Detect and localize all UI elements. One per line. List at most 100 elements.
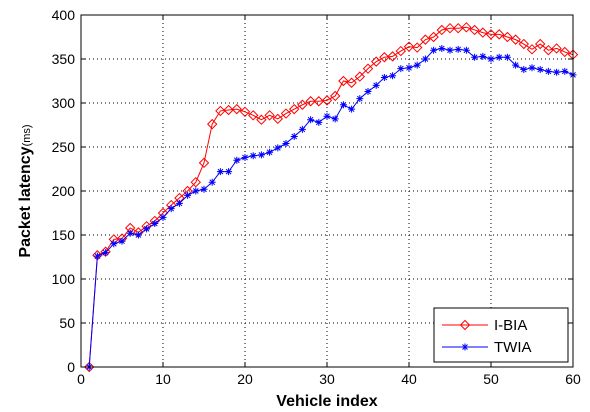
- data-point-i-bia: [346, 77, 357, 88]
- y-tick-label: 400: [52, 7, 76, 23]
- data-point-twia: [307, 116, 315, 124]
- data-point-i-bia: [223, 104, 234, 116]
- data-point-i-bia: [272, 113, 284, 125]
- data-point-i-bia: [280, 108, 292, 119]
- data-point-twia: [102, 249, 110, 257]
- data-point-twia: [290, 132, 298, 140]
- y-tick-label: 350: [52, 51, 76, 67]
- data-point-twia: [216, 168, 224, 176]
- data-point-i-bia: [379, 52, 390, 63]
- data-point-i-bia: [477, 27, 489, 38]
- data-point-twia: [528, 64, 536, 72]
- data-point-i-bia: [493, 29, 505, 40]
- data-point-twia: [298, 125, 306, 133]
- data-point-twia: [430, 46, 438, 54]
- data-point-i-bia: [436, 24, 448, 36]
- data-point-i-bia: [428, 31, 439, 43]
- data-point-twia: [208, 178, 216, 186]
- x-tick-label: 60: [565, 371, 581, 387]
- data-point-i-bia: [354, 71, 366, 82]
- data-point-i-bia: [198, 157, 210, 169]
- data-point-twia: [421, 55, 429, 63]
- x-tick-label: 20: [237, 371, 253, 387]
- data-point-twia: [110, 240, 118, 248]
- data-point-twia: [315, 118, 323, 126]
- grid-lines: [81, 15, 573, 367]
- data-point-twia: [487, 55, 495, 63]
- data-point-twia: [454, 45, 462, 53]
- legend-marker-twia: [461, 343, 469, 351]
- data-point-i-bia: [206, 118, 218, 130]
- y-tick-label: 300: [52, 95, 76, 111]
- data-point-twia: [380, 73, 388, 81]
- data-point-twia: [503, 53, 511, 61]
- y-axis-label-text: Packet latency: [17, 146, 34, 257]
- data-point-twia: [446, 46, 454, 54]
- data-point-twia: [553, 68, 561, 76]
- data-point-i-bia: [362, 63, 374, 74]
- data-point-twia: [462, 46, 470, 54]
- data-point-twia: [274, 144, 282, 152]
- x-tick-label: 50: [483, 371, 499, 387]
- data-point-twia: [561, 67, 569, 75]
- data-point-twia: [151, 220, 159, 228]
- data-point-twia: [495, 53, 503, 61]
- series-line-i-bia: [88, 26, 574, 368]
- data-point-twia: [520, 66, 528, 74]
- data-point-i-bia: [190, 176, 202, 188]
- data-point-i-bia: [534, 38, 546, 50]
- data-point-twia: [331, 115, 339, 123]
- data-point-twia: [266, 148, 274, 156]
- data-point-i-bia: [239, 106, 251, 118]
- data-point-i-bia: [83, 361, 95, 373]
- x-tick-label: 0: [77, 371, 85, 387]
- data-point-twia: [438, 44, 446, 52]
- data-point-twia: [479, 52, 487, 60]
- data-point-i-bia: [420, 34, 431, 45]
- data-point-i-bia: [469, 24, 480, 36]
- data-point-twia: [397, 65, 405, 73]
- data-point-twia: [134, 231, 142, 239]
- data-point-twia: [93, 252, 101, 260]
- data-point-twia: [241, 154, 249, 162]
- data-point-i-bia: [100, 246, 111, 257]
- data-point-twia: [544, 67, 552, 75]
- data-point-twia: [356, 95, 364, 103]
- data-point-twia: [118, 237, 126, 245]
- data-point-i-bia: [510, 34, 521, 45]
- data-point-i-bia: [305, 96, 316, 107]
- x-tick-label: 10: [155, 371, 171, 387]
- data-point-twia: [167, 205, 175, 213]
- y-tick-label: 100: [52, 271, 76, 287]
- data-point-i-bia: [395, 45, 407, 57]
- data-point-i-bia: [461, 22, 472, 33]
- data-point-twia: [126, 229, 134, 237]
- data-point-i-bia: [411, 42, 423, 53]
- axis-ticks: 0 10 20 30 40 50 60 0 50 100 150 200 250 300 350 400: [52, 7, 581, 387]
- data-point-i-bia: [526, 44, 538, 55]
- data-point-i-bia: [231, 103, 243, 115]
- data-point-twia: [389, 72, 397, 80]
- data-point-twia: [175, 199, 183, 207]
- data-point-twia: [536, 66, 544, 74]
- data-point-twia: [159, 213, 167, 221]
- data-point-twia: [372, 81, 380, 89]
- legend-label-i-bia: I-BIA: [494, 317, 527, 334]
- data-point-i-bia: [485, 29, 497, 40]
- data-point-i-bia: [321, 95, 333, 106]
- y-tick-label: 250: [52, 139, 76, 155]
- data-point-i-bia: [551, 43, 562, 54]
- data-point-twia: [249, 152, 257, 160]
- y-tick-label: 50: [59, 315, 75, 331]
- data-point-twia: [225, 168, 233, 176]
- data-point-twia: [413, 61, 421, 69]
- legend-marker-i-bia: [459, 319, 471, 331]
- data-point-i-bia: [247, 110, 259, 121]
- data-point-i-bia: [370, 56, 382, 67]
- legend: I-BIA TWIA: [433, 307, 569, 363]
- y-tick-label: 150: [52, 227, 76, 243]
- data-point-i-bia: [215, 105, 226, 117]
- data-point-twia: [364, 88, 372, 96]
- data-point-twia: [339, 101, 347, 109]
